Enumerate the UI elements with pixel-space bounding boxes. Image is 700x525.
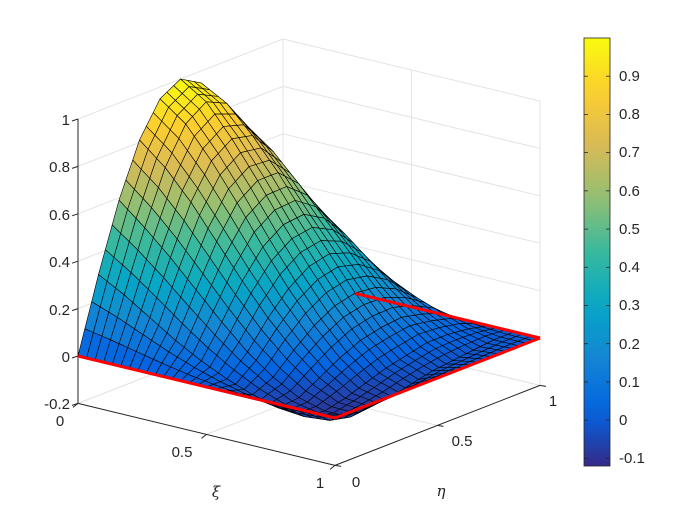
boundary-line-eta-1 xyxy=(354,291,541,340)
xi-tick xyxy=(201,434,207,439)
xi-tick-label: 0 xyxy=(56,413,64,430)
eta-tick xyxy=(539,384,547,387)
colorbar-tick-label: 0.4 xyxy=(619,259,640,276)
colorbar-tick-label: 0.3 xyxy=(619,297,640,314)
xi-axis-label: ξ xyxy=(212,483,221,501)
boundary-line-eta-0 xyxy=(77,354,336,420)
z-tick-label: 0.8 xyxy=(49,159,70,176)
colorbar-tick-label: 0.9 xyxy=(619,68,640,85)
z-tick-label: -0.2 xyxy=(44,396,70,413)
z-tick-label: 0.4 xyxy=(49,254,70,271)
eta-tick xyxy=(334,464,342,467)
eta-tick-label: 0.5 xyxy=(452,433,473,450)
colorbar-tick-label: 0.2 xyxy=(619,336,640,353)
colorbar-tick-label: -0.1 xyxy=(619,450,645,467)
colorbar-tick-label: 0.1 xyxy=(619,374,640,391)
boundary-line-xi-1 xyxy=(334,336,541,420)
colorbar-tick-label: 0.5 xyxy=(619,221,640,238)
xi-tick xyxy=(72,403,79,408)
colorbar-tick-label: 0.8 xyxy=(619,106,640,123)
eta-axis-label: η xyxy=(437,482,446,500)
xi-tick-label: 1 xyxy=(316,475,324,492)
eta-tick-label: 0 xyxy=(352,474,360,491)
axes: 1 0.8 0.6 0.4 0.2 0 -0.2 0 0.5 1 ξ 0 0.5… xyxy=(44,112,557,501)
z-tick-label: 0.2 xyxy=(49,302,70,319)
colorbar-tick-label: 0 xyxy=(619,412,627,429)
colorbar-tick-label: 0.7 xyxy=(619,144,640,161)
boundary-lines xyxy=(77,291,541,420)
colorbar-gradient xyxy=(583,37,611,467)
colorbar-tick-label: 0.6 xyxy=(619,183,640,200)
z-tick xyxy=(71,308,79,312)
z-tick xyxy=(71,118,79,122)
z-tick xyxy=(71,260,79,264)
z-tick xyxy=(71,213,79,217)
z-tick-label: 1 xyxy=(62,112,70,129)
z-tick-label: 0 xyxy=(62,349,70,366)
z-tick xyxy=(71,165,79,169)
eta-tick xyxy=(437,424,444,427)
xi-tick-label: 0.5 xyxy=(172,444,193,461)
colorbar: 0.9 0.8 0.7 0.6 0.5 0.4 0.3 0.2 0.1 0 -0… xyxy=(583,37,645,467)
xi-tick xyxy=(329,465,336,470)
z-tick xyxy=(71,355,79,359)
eta-tick-label: 1 xyxy=(549,393,557,410)
z-tick-label: 0.6 xyxy=(49,207,70,224)
